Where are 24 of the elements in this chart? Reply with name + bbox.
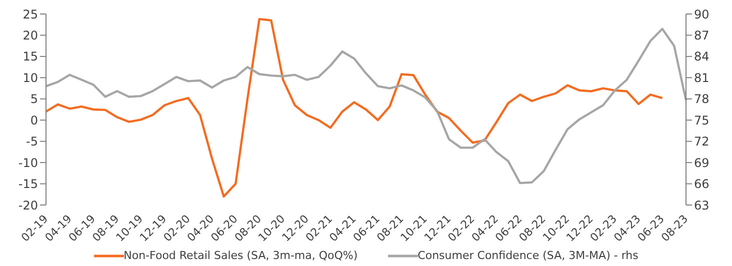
y2-tick-label: 66 (694, 177, 710, 192)
y-tick-label: -20 (18, 198, 38, 212)
y2-tick-label: 72 (694, 134, 710, 149)
legend-label: Non-Food Retail Sales (SA, 3m-ma, QoQ%) (124, 249, 358, 262)
y-tick-label: 0 (30, 113, 38, 128)
y-tick-label: 20 (22, 28, 38, 42)
y2-tick-label: 84 (694, 50, 710, 64)
y2-tick-label: 90 (694, 7, 710, 22)
legend-label: Consumer Confidence (SA, 3M-MA) - rhs (418, 249, 638, 262)
y-tick-label: 15 (22, 50, 38, 64)
y2-tick-label: 69 (694, 156, 710, 170)
y2-tick-label: 63 (694, 198, 710, 212)
line-series (44, 28, 688, 184)
y-tick-label: 10 (22, 70, 38, 85)
y-tick-label: -15 (18, 177, 38, 192)
y-tick-label: -5 (26, 134, 38, 149)
y2-tick-label: 78 (694, 92, 710, 106)
y-tick-label: -10 (18, 156, 38, 170)
y2-tick-label: 75 (694, 113, 710, 128)
line-series (44, 18, 664, 198)
y-tick-label: 25 (22, 7, 38, 22)
y2-tick-label: 87 (694, 28, 710, 42)
y-tick-label: 5 (30, 92, 38, 106)
y2-tick-label: 81 (694, 70, 710, 85)
